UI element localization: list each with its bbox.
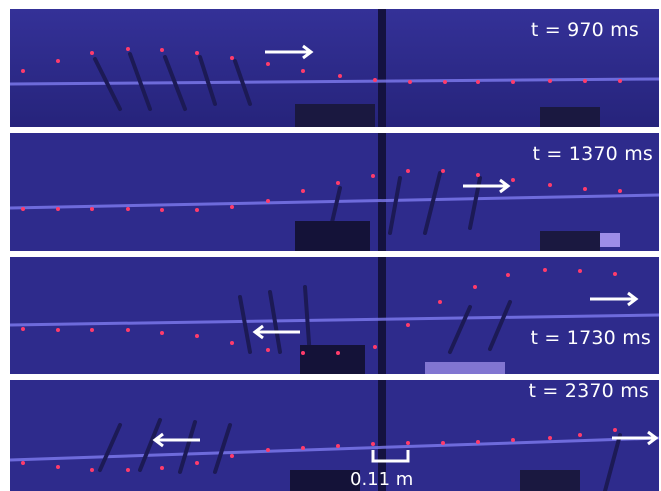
wave-scene-4 <box>10 380 659 491</box>
wave-scene-3 <box>10 257 659 374</box>
right-arrow <box>265 44 314 60</box>
scale-bar-label: 0.11 m <box>350 469 414 490</box>
scale-bar <box>371 450 410 463</box>
time-label: t = 970 ms <box>530 19 639 41</box>
vertical-post <box>378 9 386 127</box>
markers <box>21 47 622 84</box>
photo-panel-3: t = 1730 ms <box>10 257 659 374</box>
wave-scene-2 <box>10 133 659 251</box>
photo-panel-4: t = 2370 ms 0.11 m <box>10 380 659 491</box>
photo-panel-2: t = 1370 ms <box>10 133 659 251</box>
wave-scene-1 <box>10 9 659 127</box>
time-label: t = 2370 ms <box>528 380 649 402</box>
photo-panel-1: t = 970 ms <box>10 9 659 127</box>
time-label: t = 1730 ms <box>530 327 651 349</box>
time-label: t = 1370 ms <box>532 143 653 165</box>
